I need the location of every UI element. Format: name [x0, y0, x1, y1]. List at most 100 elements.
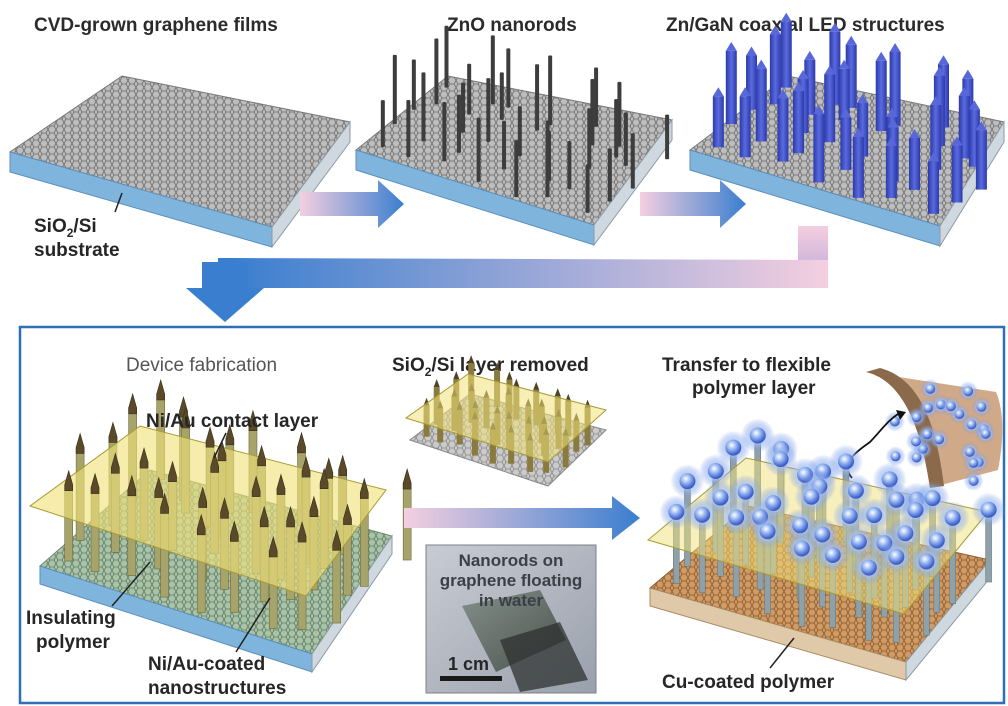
- coated-leader-line: [235, 597, 271, 653]
- zno-nanorod: [514, 140, 519, 198]
- led-nanorod: [838, 59, 850, 121]
- led-nanorod: [777, 89, 789, 162]
- substrate-label-line2: substrate: [34, 240, 120, 261]
- arrow-to-transfer: [404, 496, 640, 540]
- coated-nanorod-tip: [90, 472, 100, 494]
- coated-nanorod-tip: [198, 486, 208, 508]
- led-nanorod: [793, 81, 805, 154]
- zno-nanorod: [499, 72, 504, 120]
- glowing-led: [794, 479, 829, 514]
- led-nanorod: [755, 59, 767, 142]
- coated-nanorod-tip: [111, 452, 120, 474]
- glowing-led: [698, 454, 733, 489]
- led-nanorod: [852, 127, 864, 198]
- coated-nanorod-tip: [128, 392, 137, 415]
- coated-nanorod-tip: [268, 535, 278, 558]
- led-nanorod: [975, 121, 987, 190]
- coated-nanorod-tip: [75, 432, 85, 454]
- led-nanorod: [951, 136, 963, 203]
- zno-nanorod: [467, 63, 472, 115]
- led-nanorod: [780, 12, 792, 88]
- flexible-sheet-led: [971, 396, 992, 417]
- coated-nanorod-tip: [230, 520, 239, 542]
- coated-nanorod-tip: [319, 467, 329, 489]
- graphene-film-slab: [8, 75, 351, 249]
- coated-nanorod-tip: [301, 456, 311, 478]
- led-nanorod: [746, 46, 758, 110]
- glowing-led: [685, 497, 720, 532]
- led-nanorod: [824, 65, 836, 143]
- coated-nanorod-tip: [181, 406, 191, 429]
- led-nanorod: [829, 22, 841, 105]
- glowing-led: [832, 498, 867, 533]
- flexible-sheet-led: [885, 446, 906, 467]
- flexible-sheet-leds: [884, 378, 996, 491]
- zno-nanorod: [476, 117, 481, 182]
- coated-nanorod-tip: [156, 378, 165, 401]
- zno-nanorod: [380, 100, 385, 148]
- zno-nanorod: [545, 149, 550, 198]
- flexible-sheet-led: [940, 396, 961, 417]
- led-nanorod: [968, 100, 980, 167]
- zno-nanorod: [567, 141, 572, 190]
- coated-nanorod-tip: [309, 495, 319, 517]
- led-nanorod: [813, 105, 825, 183]
- removed-title: SiO2/Si layer removed: [392, 355, 589, 379]
- zno-nanorod: [490, 35, 495, 105]
- transfer-arrow-head: [896, 410, 906, 420]
- led-nanorod: [739, 87, 751, 158]
- glowing-led: [716, 430, 751, 465]
- zno-nanorod: [517, 106, 522, 157]
- flexible-sheet-led: [975, 423, 996, 444]
- scale-bar: [440, 676, 502, 681]
- coated-nanorod-tip: [217, 439, 227, 462]
- glowing-led: [763, 442, 798, 477]
- cu-leader-line: [769, 637, 795, 669]
- zno-nanorod: [665, 114, 670, 160]
- flexible-sheet-led: [959, 441, 980, 462]
- zno-nanorod: [587, 108, 592, 170]
- led-nanorod: [840, 108, 852, 170]
- step2-title: ZnO nanorods: [447, 15, 577, 36]
- coated-nanorod-tip: [154, 476, 164, 498]
- coated-nanorod-tip: [225, 423, 235, 446]
- zno-nanorod: [617, 81, 622, 147]
- flexible-sheet-led: [961, 414, 982, 435]
- flexible-sheet-led: [920, 378, 941, 399]
- glowing-led-tips: [659, 418, 1006, 585]
- zno-nanorod: [442, 101, 447, 162]
- flexible-sheet-led: [958, 381, 979, 402]
- led-nanorod: [857, 93, 869, 157]
- zno-nanorod: [548, 55, 553, 126]
- coated-nanorod-tip: [297, 521, 307, 543]
- coated-nanorod-tip: [127, 474, 137, 497]
- coated-nanorod-tip: [205, 426, 215, 448]
- glowing-led: [851, 550, 886, 585]
- coated-nanorod-tip: [332, 529, 341, 551]
- glowing-led: [750, 514, 785, 549]
- led-nanorod: [909, 128, 921, 190]
- coated-nanorod-tip: [210, 451, 219, 473]
- coated-nanorod-tip: [160, 492, 169, 514]
- coated-nanorod-tip: [259, 505, 269, 528]
- led-nanorod: [712, 87, 724, 148]
- led-nanorods: [712, 12, 987, 214]
- scale-bar-label: 1 cm: [448, 654, 489, 674]
- zno-nanorod: [406, 99, 411, 158]
- device-fabrication-title: Device fabrication: [126, 355, 277, 376]
- transfer-title-line2: polymer layer: [692, 378, 816, 399]
- zno-nanorod: [590, 79, 595, 146]
- coated-nanorod-tip: [343, 503, 352, 525]
- glowing-led: [857, 498, 892, 533]
- coated-nanorod-tip: [297, 431, 306, 454]
- coated-nanorod-tip: [402, 468, 412, 490]
- led-nanorod: [725, 41, 737, 125]
- flexible-sheet-led: [963, 470, 984, 491]
- nanorods-water-photo: [425, 544, 597, 694]
- zno-nanorod: [486, 78, 491, 142]
- photo-caption-line3: in water: [479, 591, 544, 610]
- coated-nanorod-tip: [220, 497, 229, 519]
- arrow-step1-to-2: [300, 180, 404, 228]
- photo-caption-line2: graphene floating: [440, 571, 583, 590]
